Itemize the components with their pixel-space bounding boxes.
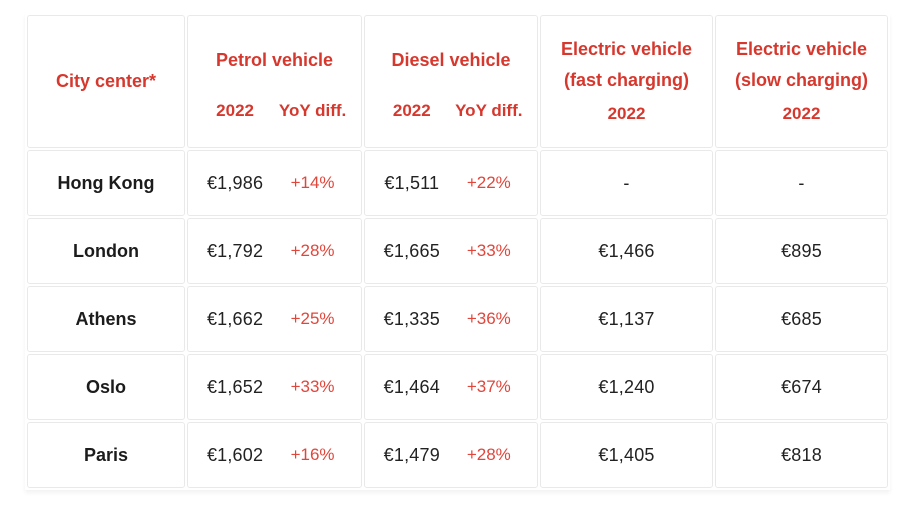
city-name: Paris [27,422,185,488]
petrol-cell: €1,652 +33% [187,354,362,420]
diesel-cell-inner: €1,464 +37% [365,377,537,398]
petrol-cell-inner: €1,652 +33% [188,377,361,398]
city-name: Athens [27,286,185,352]
city-name: London [27,218,185,284]
header-petrol-yoy-diff: YoY diff. [278,101,347,120]
header-ev-slow-label-line1: Electric vehicle [735,39,868,59]
ev-fast-price: €1,240 [540,354,713,420]
diesel-yoy-diff: +28% [466,445,511,464]
petrol-cell: €1,986 +14% [187,150,362,216]
ev-fast-price: - [540,150,713,216]
city-name: Hong Kong [27,150,185,216]
header-ev-fast: Electric vehicle (fast charging) 2022 [540,15,713,148]
price-comparison-table-container: City center* Petrol vehicle 2022 YoY dif… [25,13,890,490]
ev-fast-price: €1,137 [540,286,713,352]
ev-fast-price: €1,466 [540,218,713,284]
header-petrol-subrow: 2022 YoY diff. [188,101,361,121]
price-comparison-table: City center* Petrol vehicle 2022 YoY dif… [25,13,890,490]
diesel-yoy-diff: +33% [466,241,511,260]
diesel-cell: €1,511 +22% [364,150,538,216]
diesel-cell: €1,464 +37% [364,354,538,420]
header-petrol-inner: Petrol vehicle 2022 YoY diff. [188,16,361,147]
table-row: Hong Kong €1,986 +14% €1,511 +22% - - [27,150,888,216]
header-ev-fast-year: 2022 [607,104,646,123]
petrol-price: €1,662 [206,308,264,329]
petrol-cell-inner: €1,662 +25% [188,309,361,330]
petrol-price: €1,792 [206,240,264,261]
ev-slow-price: €818 [715,422,888,488]
petrol-price: €1,652 [206,376,264,397]
ev-slow-price: €895 [715,218,888,284]
header-ev-slow-label-line2: (slow charging) [734,70,868,90]
city-name: Oslo [27,354,185,420]
table-row: Paris €1,602 +16% €1,479 +28% €1,405 €81… [27,422,888,488]
petrol-price: €1,602 [206,444,264,465]
ev-slow-price: €674 [715,354,888,420]
diesel-cell-inner: €1,335 +36% [365,309,537,330]
petrol-yoy-diff: +14% [290,173,335,192]
ev-fast-price: €1,405 [540,422,713,488]
diesel-price: €1,511 [384,172,440,193]
header-diesel-vehicle: Diesel vehicle 2022 YoY diff. [364,15,538,148]
diesel-cell: €1,335 +36% [364,286,538,352]
header-ev-fast-label-line1: Electric vehicle [560,39,693,59]
petrol-yoy-diff: +33% [290,377,335,396]
header-diesel-subrow: 2022 YoY diff. [365,101,537,121]
table-row: London €1,792 +28% €1,665 +33% €1,466 €8… [27,218,888,284]
header-ev-fast-inner: Electric vehicle (fast charging) 2022 [541,16,712,147]
header-ev-slow: Electric vehicle (slow charging) 2022 [715,15,888,148]
table-body: Hong Kong €1,986 +14% €1,511 +22% - - [27,150,888,488]
petrol-yoy-diff: +25% [290,309,335,328]
diesel-yoy-diff: +22% [466,173,511,192]
diesel-price: €1,479 [383,444,440,465]
diesel-yoy-diff: +37% [466,377,511,396]
header-petrol-year: 2022 [216,101,254,120]
petrol-cell-inner: €1,602 +16% [188,445,361,466]
table-row: Oslo €1,652 +33% €1,464 +37% €1,240 €674 [27,354,888,420]
header-diesel-label: Diesel vehicle [391,50,511,70]
header-city-center: City center* [27,15,185,148]
diesel-cell: €1,479 +28% [364,422,538,488]
diesel-cell: €1,665 +33% [364,218,538,284]
petrol-cell-inner: €1,986 +14% [188,173,361,194]
header-ev-slow-year: 2022 [782,104,821,123]
petrol-yoy-diff: +16% [290,445,335,464]
petrol-cell: €1,602 +16% [187,422,362,488]
header-petrol-label: Petrol vehicle [215,50,334,70]
header-ev-slow-inner: Electric vehicle (slow charging) 2022 [716,16,887,147]
diesel-price: €1,464 [383,376,440,397]
petrol-cell: €1,792 +28% [187,218,362,284]
petrol-yoy-diff: +28% [290,241,335,260]
header-petrol-vehicle: Petrol vehicle 2022 YoY diff. [187,15,362,148]
petrol-price: €1,986 [206,172,264,193]
petrol-cell: €1,662 +25% [187,286,362,352]
ev-slow-price: €685 [715,286,888,352]
petrol-cell-inner: €1,792 +28% [188,241,361,262]
header-diesel-yoy-diff: YoY diff. [455,101,523,120]
header-row: City center* Petrol vehicle 2022 YoY dif… [27,15,888,148]
ev-slow-price: - [715,150,888,216]
table-header: City center* Petrol vehicle 2022 YoY dif… [27,15,888,148]
diesel-cell-inner: €1,665 +33% [365,241,537,262]
header-ev-fast-label-line2: (fast charging) [563,70,689,90]
diesel-price: €1,665 [383,240,440,261]
diesel-yoy-diff: +36% [466,309,511,328]
header-diesel-year: 2022 [392,101,431,120]
diesel-price: €1,335 [383,308,440,329]
diesel-cell-inner: €1,479 +28% [365,445,537,466]
table-row: Athens €1,662 +25% €1,335 +36% €1,137 €6… [27,286,888,352]
header-diesel-inner: Diesel vehicle 2022 YoY diff. [365,16,537,147]
diesel-cell-inner: €1,511 +22% [365,173,537,194]
